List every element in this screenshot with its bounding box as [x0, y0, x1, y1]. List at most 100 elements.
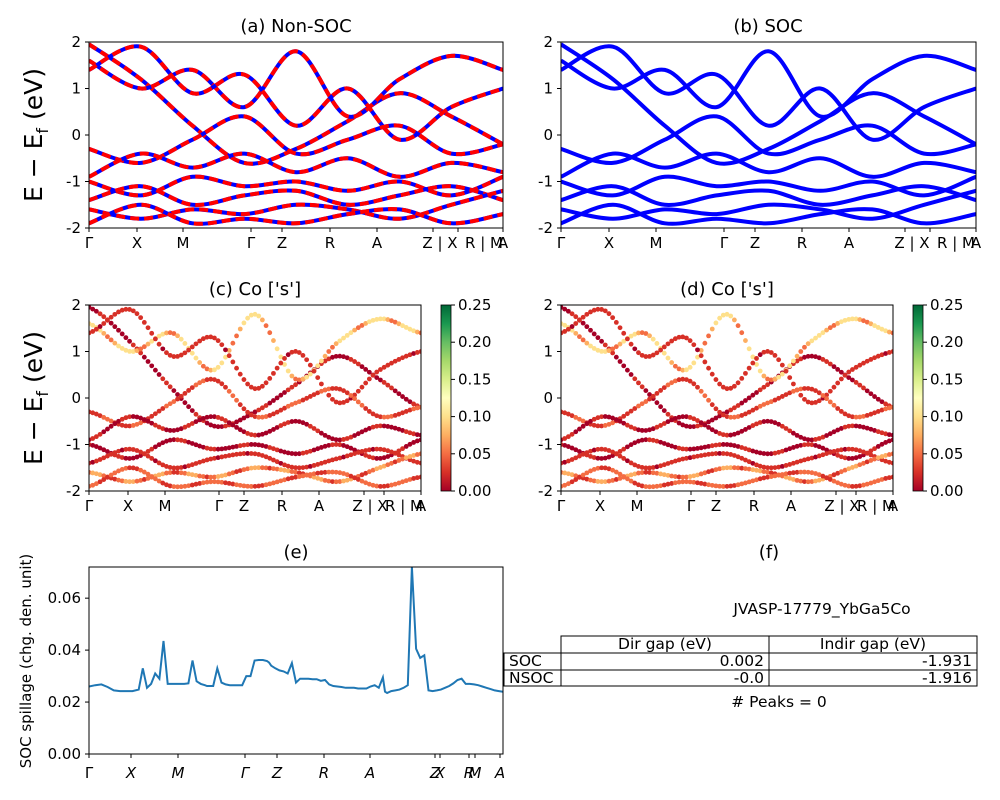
band-point: [827, 477, 833, 482]
band-point: [392, 481, 398, 487]
band-point: [868, 448, 874, 454]
colorbar-tick-label: 0.10: [930, 408, 963, 426]
band-point: [366, 409, 372, 414]
band-point: [580, 472, 586, 478]
band-point: [215, 479, 221, 485]
band-point: [883, 431, 889, 437]
panel-c-ylabel: E − Ef (eV): [19, 331, 52, 465]
band-point: [617, 341, 623, 347]
band-point: [779, 448, 785, 454]
band-point: [212, 474, 217, 480]
band-point: [333, 353, 339, 359]
band-point: [709, 402, 715, 408]
band-point: [820, 393, 826, 398]
band-point: [805, 386, 811, 391]
band-point: [850, 414, 855, 420]
band-point: [319, 445, 324, 450]
band-point: [212, 479, 217, 485]
band-point: [577, 416, 582, 422]
colorbar-tick-label: 0.10: [458, 408, 491, 426]
band-point: [400, 446, 405, 452]
material-id-label: JVASP-17779_YbGa5Co: [732, 600, 910, 619]
band-point: [127, 465, 132, 471]
band-point: [193, 341, 199, 347]
band-point: [680, 376, 686, 382]
band-point: [337, 338, 343, 344]
band-point: [97, 479, 103, 485]
band-point: [886, 405, 892, 411]
band-point: [698, 445, 704, 451]
panel-e: (e) SOC spillage (chg. den. unit) 0.000.…: [17, 542, 505, 782]
band-point: [145, 449, 151, 454]
band-point: [602, 465, 608, 471]
band-point: [101, 414, 107, 420]
band-point: [591, 416, 597, 422]
band-point: [787, 375, 793, 380]
band-point: [813, 335, 818, 341]
band-point: [632, 406, 638, 411]
band-point: [178, 352, 184, 358]
band-point: [414, 452, 420, 457]
x-tick-label: Z | X: [352, 497, 387, 515]
band-point: [864, 425, 870, 431]
band-point: [189, 441, 195, 446]
band-point: [145, 453, 151, 459]
band-point: [654, 341, 660, 346]
band-point: [274, 409, 280, 415]
band-point: [282, 405, 287, 411]
band-point: [654, 424, 660, 430]
band-point: [857, 462, 863, 468]
band-point: [580, 337, 586, 343]
band-point: [274, 346, 280, 352]
band-point: [300, 420, 306, 426]
band-point: [252, 414, 258, 419]
band-point: [846, 423, 852, 429]
table-cell-row-label: NSOC: [509, 669, 553, 687]
band-point: [141, 451, 147, 457]
band-point: [827, 431, 833, 437]
band-point: [584, 470, 590, 476]
band-point: [304, 421, 310, 427]
x-tick-label: R | M: [465, 234, 503, 252]
band-point: [171, 465, 177, 471]
band-point: [411, 431, 417, 437]
plot-area: [561, 305, 893, 490]
band-point: [352, 392, 357, 398]
band-point: [798, 458, 804, 464]
band-point: [565, 458, 571, 464]
colorbar-tick-label: 0.05: [458, 445, 491, 463]
band-point: [746, 409, 752, 415]
band-point: [248, 312, 254, 318]
band-point: [341, 478, 346, 484]
band-point: [138, 449, 144, 455]
band-point: [658, 347, 663, 353]
band-point: [293, 382, 298, 388]
band-point: [754, 462, 759, 468]
panel-e-plot: 0.000.020.040.06Γ X M Γ Z R A ZX RM A: [48, 566, 505, 782]
band-point: [293, 465, 298, 471]
band-point: [204, 420, 210, 426]
x-tick-label: R: [797, 234, 807, 252]
band-point: [307, 463, 313, 469]
band-point: [636, 482, 641, 488]
band-point: [344, 332, 350, 338]
band-point: [204, 479, 210, 485]
x-tick-label: R: [464, 764, 474, 782]
band-point: [842, 455, 848, 461]
band-point: [293, 469, 298, 475]
band-point: [116, 343, 121, 349]
band-point: [175, 465, 180, 471]
x-tick-label: R | M: [937, 234, 975, 252]
band-point: [307, 371, 313, 377]
band-point: [779, 394, 785, 399]
band-point: [200, 474, 206, 479]
band-point: [149, 446, 155, 452]
band-point: [400, 479, 405, 485]
band-point: [248, 384, 254, 390]
band-point: [687, 338, 693, 344]
band-point: [370, 467, 376, 473]
band-point: [245, 442, 251, 448]
band-point: [296, 350, 302, 355]
band-point: [315, 390, 321, 396]
band-point: [577, 317, 582, 323]
